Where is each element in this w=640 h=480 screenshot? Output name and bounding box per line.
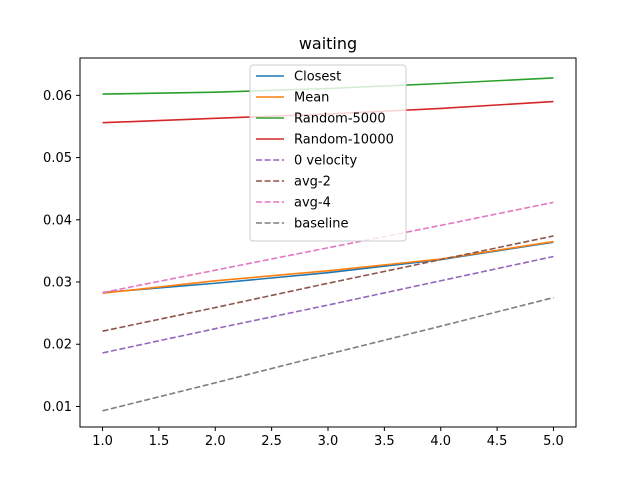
legend: Closest Mean Random-5000 Random-10000 0 velo… (249, 64, 407, 242)
series-line-avg-4 (102, 201, 554, 294)
legend-label-random-5000: Random-5000 (294, 112, 386, 127)
x-tick-label: 1.0 (92, 434, 113, 449)
x-axis: 1.0 1.5 2.0 2.5 3.0 3.5 4.0 4.5 5.0 (92, 427, 564, 449)
legend-label-0-velocity: 0 velocity (294, 154, 358, 169)
x-tick-label: 3.0 (318, 434, 339, 449)
legend-label-random-10000: Random-10000 (294, 133, 394, 148)
legend-label-avg-4: avg-4 (294, 196, 331, 211)
y-tick-label: 0.06 (43, 89, 72, 104)
legend-label-avg-2: avg-2 (294, 175, 331, 190)
y-axis: 0.01 0.02 0.03 0.04 0.05 0.06 (43, 89, 80, 415)
legend-label-baseline: baseline (294, 217, 348, 232)
series-line-mean (102, 240, 554, 295)
x-tick-label: 2.5 (261, 434, 282, 449)
x-tick-label: 4.0 (430, 434, 451, 449)
y-tick-label: 0.04 (43, 213, 72, 228)
legend-box (249, 64, 407, 242)
x-tick-label: 1.5 (149, 434, 170, 449)
y-tick-label: 0.01 (43, 400, 72, 415)
x-tick-label: 3.5 (374, 434, 395, 449)
legend-label-closest: Closest (294, 70, 341, 85)
x-tick-label: 2.0 (205, 434, 226, 449)
y-tick-label: 0.03 (43, 276, 72, 291)
series-line-baseline (102, 296, 554, 412)
chart-title: waiting (299, 34, 357, 53)
y-tick-label: 0.05 (43, 151, 72, 166)
x-tick-label: 5.0 (543, 434, 564, 449)
series-line-0-velocity (102, 255, 554, 354)
y-tick-label: 0.02 (43, 338, 72, 353)
x-tick-label: 4.5 (487, 434, 508, 449)
series-line-avg-2 (102, 235, 554, 332)
legend-label-mean: Mean (294, 91, 329, 106)
